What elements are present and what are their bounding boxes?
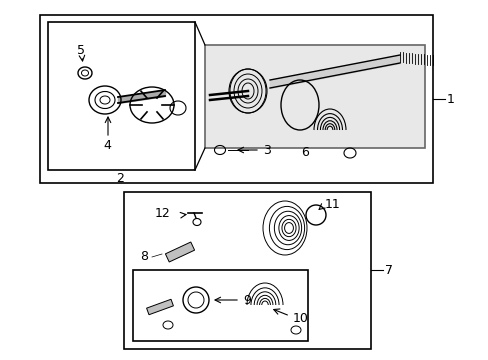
Bar [40, 15, 432, 183]
Text: 6: 6 [301, 145, 308, 158]
Polygon shape [165, 242, 194, 262]
Text: 4: 4 [103, 139, 111, 152]
Bar [133, 270, 307, 341]
Text: 12: 12 [155, 207, 170, 220]
Text: 7: 7 [384, 264, 392, 276]
Text: 2: 2 [116, 171, 123, 185]
Text: 5: 5 [77, 44, 85, 57]
Text: 10: 10 [292, 312, 308, 325]
Bar [48, 22, 195, 170]
Text: 3: 3 [263, 144, 270, 157]
Text: 11: 11 [325, 198, 340, 211]
Text: 1: 1 [446, 93, 454, 105]
Polygon shape [146, 299, 173, 315]
Bar [124, 192, 370, 349]
Text: 9: 9 [243, 293, 250, 306]
Bar [204, 45, 424, 148]
Text: 8: 8 [140, 251, 148, 264]
